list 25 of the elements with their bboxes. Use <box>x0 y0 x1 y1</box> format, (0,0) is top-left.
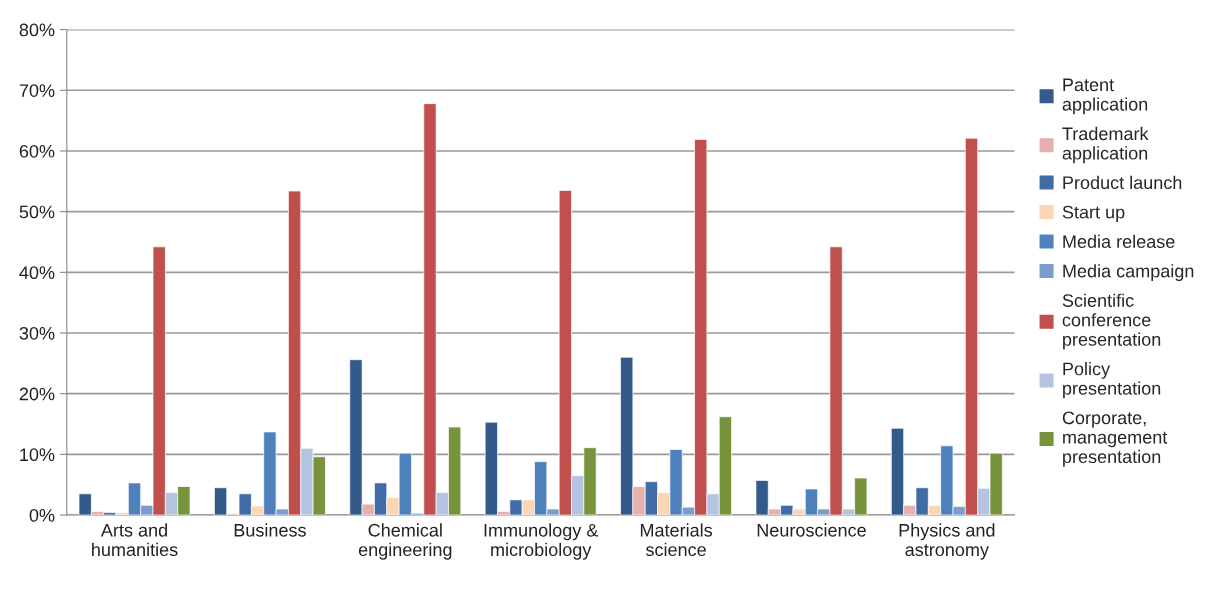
y-tick-label: 0% <box>29 508 55 522</box>
legend-label: Scientific conference presentation <box>1062 293 1161 350</box>
x-tick-label: Arts and humanities <box>92 523 178 557</box>
legend-label: Patent application <box>1062 78 1148 115</box>
legend-label: Product launch <box>1063 175 1182 190</box>
legend-label: Media release <box>1063 234 1175 248</box>
y-tick-label: 50% <box>19 205 55 219</box>
x-tick-label: Physics and astronomy <box>899 523 995 560</box>
legend-label: Trademark application <box>1062 126 1149 164</box>
legend-label: Corporate, management presentation <box>1062 411 1168 467</box>
legend-label: Policy presentation <box>1063 362 1161 399</box>
legend-label: Start up <box>1062 205 1125 223</box>
y-tick-label: 40% <box>19 266 55 280</box>
y-tick-label: 30% <box>19 326 55 340</box>
y-tick-label: 60% <box>19 144 55 158</box>
y-tick-label: 80% <box>19 23 55 37</box>
y-tick-label: 70% <box>19 84 55 97</box>
x-tick-label: Neuroscience <box>757 523 866 537</box>
x-tick-label: Immunology & microbiology <box>484 523 599 560</box>
x-tick-label: Business <box>234 523 306 537</box>
x-tick-label: Chemical engineering <box>358 523 452 560</box>
y-tick-label: 20% <box>19 387 55 401</box>
legend-label: Media campaign <box>1063 264 1194 282</box>
x-tick-label: Materials science <box>640 523 713 557</box>
y-tick-label: 10% <box>20 448 55 462</box>
